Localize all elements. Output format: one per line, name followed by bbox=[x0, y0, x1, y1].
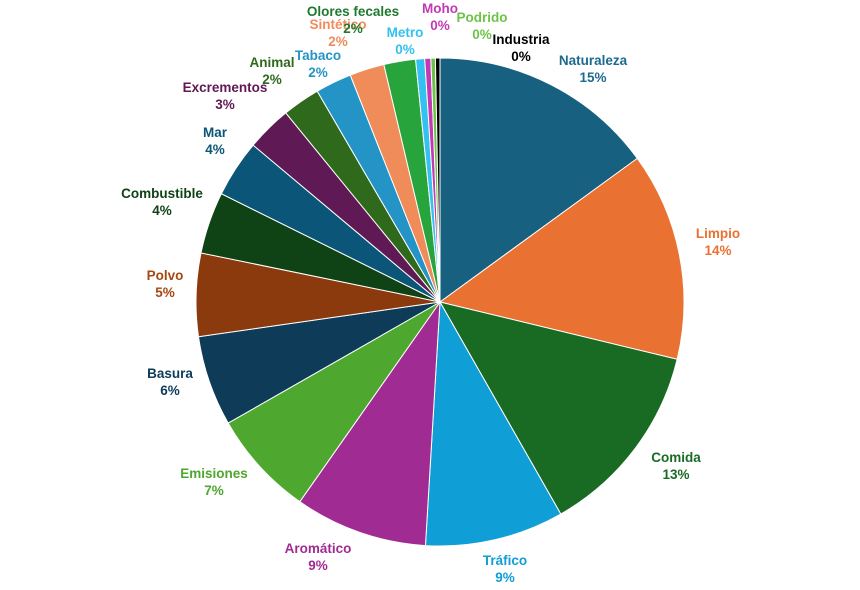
slice-category-label: Combustible bbox=[121, 186, 203, 201]
slice-percent-label: 14% bbox=[704, 243, 731, 258]
slice-label-moho: Moho 0% bbox=[422, 1, 458, 33]
slice-label-comida: Comida 13% bbox=[651, 450, 701, 482]
slice-category-label: Limpio bbox=[696, 226, 740, 241]
slice-percent-label: 6% bbox=[160, 383, 180, 398]
slice-percent-label: 0% bbox=[472, 27, 492, 42]
slice-label-polvo: Polvo 5% bbox=[147, 268, 184, 300]
slice-percent-label: 5% bbox=[155, 285, 175, 300]
slice-percent-label: 4% bbox=[205, 142, 225, 157]
slice-category-label: Basura bbox=[147, 366, 193, 381]
slice-percent-label: 2% bbox=[262, 72, 282, 87]
slice-percent-label: 9% bbox=[495, 570, 515, 585]
slice-percent-label: 13% bbox=[662, 467, 689, 482]
slice-percent-label: 15% bbox=[579, 70, 606, 85]
slice-category-label: Naturaleza bbox=[559, 53, 628, 68]
slice-category-label: Comida bbox=[651, 450, 701, 465]
pie-slice-comida bbox=[438, 301, 678, 515]
pie-slice-industria bbox=[434, 57, 441, 303]
slice-percent-label: 9% bbox=[308, 558, 328, 573]
slice-category-label: Aromático bbox=[285, 541, 352, 556]
slice-label-industria: Industria 0% bbox=[492, 32, 549, 64]
pie-labels: Naturaleza 15% Limpio 14% Comida 13% Tráfico 9%… bbox=[121, 1, 740, 585]
slice-category-label: Moho bbox=[422, 1, 458, 16]
slice-label-olores-fecales: Olores fecales 2% bbox=[307, 4, 399, 36]
slice-label-metro: Metro 0% bbox=[387, 25, 424, 57]
pie-slice-emisiones bbox=[227, 301, 441, 503]
pie-slice-aromatico bbox=[299, 300, 441, 547]
slice-percent-label: 7% bbox=[204, 483, 224, 498]
slice-label-emisiones: Emisiones 7% bbox=[180, 466, 248, 498]
slice-label-naturaleza: Naturaleza 15% bbox=[559, 53, 628, 85]
slice-percent-label: 0% bbox=[511, 49, 531, 64]
slice-category-label: Tráfico bbox=[483, 553, 527, 568]
pie-slice-naturaleza bbox=[439, 57, 638, 303]
slice-percent-label: 2% bbox=[343, 21, 363, 36]
slice-label-aromatico: Aromático 9% bbox=[285, 541, 352, 573]
slice-category-label: Metro bbox=[387, 25, 424, 40]
slice-category-label: Excrementos bbox=[183, 80, 268, 95]
slice-label-tabaco: Tabaco 2% bbox=[295, 48, 341, 80]
slice-percent-label: 2% bbox=[308, 65, 328, 80]
pie-slice-limpio bbox=[438, 157, 685, 360]
pie-slice-trafico bbox=[424, 300, 562, 547]
pie-slices bbox=[195, 57, 685, 547]
slice-percent-label: 2% bbox=[328, 34, 348, 49]
slice-category-label: Mar bbox=[203, 125, 228, 140]
slice-category-label: Sintético bbox=[309, 17, 366, 32]
slice-category-label: Podrido bbox=[457, 10, 508, 25]
slice-percent-label: 3% bbox=[215, 97, 235, 112]
slice-label-podrido: Podrido 0% bbox=[457, 10, 508, 42]
slice-label-trafico: Tráfico 9% bbox=[483, 553, 527, 585]
slice-label-combustible: Combustible 4% bbox=[121, 186, 203, 218]
slice-category-label: Industria bbox=[492, 32, 549, 47]
slice-label-excrementos: Excrementos 3% bbox=[183, 80, 268, 112]
slice-percent-label: 4% bbox=[152, 203, 172, 218]
slice-category-label: Olores fecales bbox=[307, 4, 399, 19]
slice-label-animal: Animal 2% bbox=[249, 55, 294, 87]
slice-label-sintetico: Sintético 2% bbox=[309, 17, 366, 49]
slice-category-label: Animal bbox=[249, 55, 294, 70]
slice-label-limpio: Limpio 14% bbox=[696, 226, 740, 258]
slice-category-label: Tabaco bbox=[295, 48, 341, 63]
slice-label-basura: Basura 6% bbox=[147, 366, 193, 398]
slice-percent-label: 0% bbox=[430, 18, 450, 33]
slice-category-label: Polvo bbox=[147, 268, 184, 283]
slice-percent-label: 0% bbox=[395, 42, 415, 57]
slice-category-label: Emisiones bbox=[180, 466, 248, 481]
slice-label-mar: Mar 4% bbox=[203, 125, 228, 157]
